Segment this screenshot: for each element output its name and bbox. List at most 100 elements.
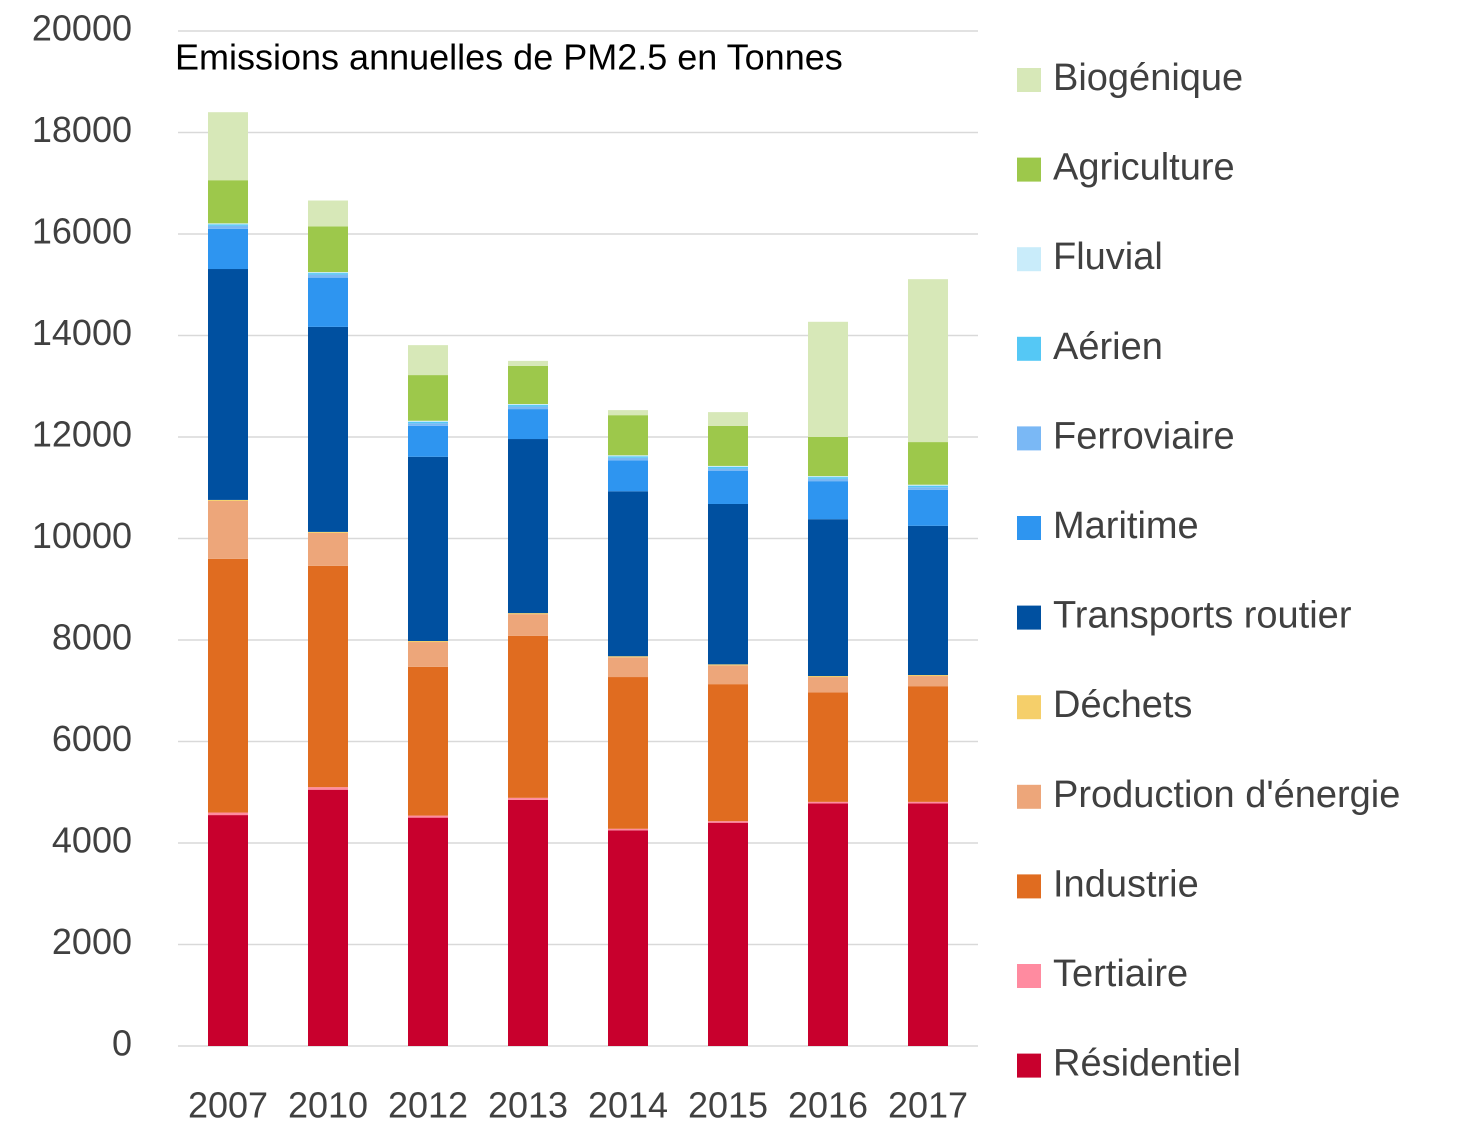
bar-segment <box>808 437 848 477</box>
y-tick-label: 18000 <box>32 109 132 150</box>
y-tick-label: 12000 <box>32 414 132 455</box>
bar-segment <box>208 812 248 816</box>
bar-segment <box>208 180 248 224</box>
bar-segment <box>708 466 748 469</box>
legend-swatch <box>1017 516 1041 540</box>
bar-segment <box>808 519 848 677</box>
bar-segment <box>308 787 348 790</box>
bar-segment <box>308 200 348 227</box>
bar-segment <box>408 375 448 421</box>
bar-segment <box>708 412 748 426</box>
bar-segment <box>808 476 848 478</box>
y-tick-label: 0 <box>112 1023 132 1064</box>
legend-label: Production d'énergie <box>1053 774 1400 816</box>
bar-segment <box>508 635 548 798</box>
bar-segment <box>608 677 648 829</box>
bar-segment <box>308 273 348 275</box>
bar-segment <box>408 815 448 818</box>
bar-segment <box>708 665 748 685</box>
legend-label: Biogénique <box>1053 57 1243 99</box>
legend-swatch <box>1017 874 1041 899</box>
bar-segment <box>808 692 848 802</box>
x-tick-label: 2015 <box>688 1085 768 1125</box>
x-tick-label: 2012 <box>388 1085 468 1125</box>
bar-segment <box>508 360 548 366</box>
bar-segment <box>408 421 448 424</box>
bar-segment <box>208 815 248 1046</box>
bar-segment <box>608 457 648 461</box>
bar-segment <box>908 675 948 677</box>
bar-segment <box>708 468 748 472</box>
legend-label: Aérien <box>1053 326 1163 368</box>
bar-segment <box>208 500 248 559</box>
bar-segment <box>408 817 448 1046</box>
y-tick-label: 6000 <box>52 718 132 759</box>
bar-segment <box>608 415 648 456</box>
legend-swatch <box>1017 784 1041 809</box>
bar-segment <box>408 423 448 426</box>
bar-segment <box>308 565 348 788</box>
x-tick-label: 2010 <box>288 1085 368 1125</box>
bar-segment <box>508 404 548 406</box>
legend-swatch <box>1017 695 1041 720</box>
bar-segment <box>808 803 848 1046</box>
bar-segment <box>808 481 848 520</box>
legend-label: Ferroviaire <box>1053 415 1235 457</box>
y-tick-label: 10000 <box>32 515 132 556</box>
bar-segment <box>808 478 848 482</box>
bar-segment <box>508 409 548 440</box>
bar-segment <box>408 420 448 422</box>
bar-segment <box>208 228 248 270</box>
legend-swatch <box>1017 426 1041 451</box>
legend-label: Industrie <box>1053 863 1199 905</box>
chart-title: Emissions annuelles de PM2.5 en Tonnes <box>175 37 843 78</box>
bar-segment <box>908 442 948 485</box>
bar-segment <box>308 272 348 274</box>
x-tick-label: 2007 <box>188 1085 268 1125</box>
bar-segment <box>408 456 448 642</box>
bar-segment <box>208 112 248 181</box>
bar-segment <box>408 425 448 457</box>
bar-segment <box>708 684 748 822</box>
bar-segment <box>908 686 948 802</box>
bar-segment <box>308 226 348 273</box>
bar-segment <box>908 676 948 687</box>
y-tick-label: 4000 <box>52 820 132 861</box>
legend-label: Tertiaire <box>1053 953 1188 995</box>
y-tick-label: 14000 <box>32 312 132 353</box>
bar-segment <box>508 613 548 615</box>
legend-label: Agriculture <box>1053 147 1235 189</box>
bar-segment <box>508 797 548 800</box>
bar-segment <box>708 821 748 823</box>
bar-segment <box>708 425 748 466</box>
y-tick-label: 2000 <box>52 921 132 962</box>
bar-segment <box>508 614 548 636</box>
y-tick-label: 20000 <box>32 8 132 49</box>
bar-segment <box>908 484 948 486</box>
bar-segment <box>208 558 248 813</box>
bar-segment <box>308 274 348 278</box>
bar-segment <box>508 405 548 407</box>
bar-segment <box>208 225 248 229</box>
bar-segment <box>908 525 948 676</box>
x-tick-label: 2014 <box>588 1085 668 1125</box>
y-tick-label: 8000 <box>52 617 132 658</box>
legend-label: Maritime <box>1053 505 1199 547</box>
legend-label: Résidentiel <box>1053 1043 1241 1085</box>
legend-swatch <box>1017 247 1041 272</box>
bar-segment <box>508 365 548 405</box>
x-tick-label: 2013 <box>488 1085 568 1125</box>
bar-segment <box>308 531 348 533</box>
bar-segment <box>308 326 348 532</box>
bar-segment <box>908 801 948 804</box>
bar-segment <box>708 503 748 665</box>
bar-segment <box>608 828 648 831</box>
bar-segment <box>408 642 448 667</box>
legend-swatch <box>1017 964 1041 988</box>
bar-segment <box>808 677 848 693</box>
legend-swatch <box>1017 1053 1041 1078</box>
bar-segment <box>508 439 548 614</box>
bar-segment <box>708 822 748 1046</box>
legend-swatch <box>1017 336 1041 361</box>
bar-segment <box>308 532 348 566</box>
